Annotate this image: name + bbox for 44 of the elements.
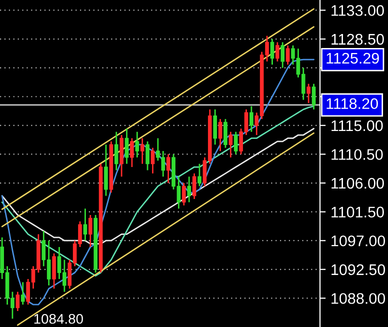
candlestick [228, 131, 233, 158]
text: 1125.29 [326, 52, 379, 64]
candlestick [275, 42, 280, 62]
candlestick [146, 140, 150, 171]
candlestick [88, 214, 92, 248]
candlestick [270, 38, 274, 66]
candlestick [198, 163, 202, 187]
candlestick [135, 131, 140, 158]
candlestick [234, 131, 238, 155]
candlestick [192, 172, 196, 200]
candlestick [187, 176, 191, 203]
candlestick [218, 118, 222, 152]
y-tick-label: 1097.00 [332, 235, 386, 246]
candlestick [312, 83, 316, 110]
y-tick-label: 1106.00 [332, 178, 384, 189]
candlestick [20, 282, 25, 306]
candlestick [130, 138, 134, 168]
candlestick [52, 252, 56, 290]
candlestick [224, 118, 228, 149]
candlestick [166, 154, 170, 184]
candlestick [114, 131, 118, 171]
candlestick [213, 108, 217, 146]
y-tick-label: 1133.00 [332, 5, 384, 16]
candlestick [280, 42, 285, 69]
candlestick [306, 83, 310, 104]
candlestick [83, 208, 88, 242]
y-tick-label: 1110.50 [332, 149, 383, 160]
y-tick-label: 1128.50 [332, 34, 384, 45]
candlestick [124, 128, 129, 165]
candlestick [16, 291, 20, 312]
annotation: 1084.80 [34, 314, 83, 324]
candlestick [150, 147, 155, 174]
candlestick [286, 44, 290, 66]
candlestick [182, 182, 186, 206]
y-tick-label: 1088.00 [332, 293, 386, 304]
y-tick-label: 1092.50 [332, 264, 386, 276]
ref-line-label: 1118.20 [326, 98, 378, 110]
line-series [1, 128, 314, 245]
candlestick [140, 138, 144, 165]
candlestick [104, 144, 108, 197]
y-tick-label: 1115.00 [332, 120, 383, 132]
candlestick [250, 106, 254, 133]
y-tick-label: 1101.50 [332, 206, 384, 218]
line-series [1, 58, 314, 306]
